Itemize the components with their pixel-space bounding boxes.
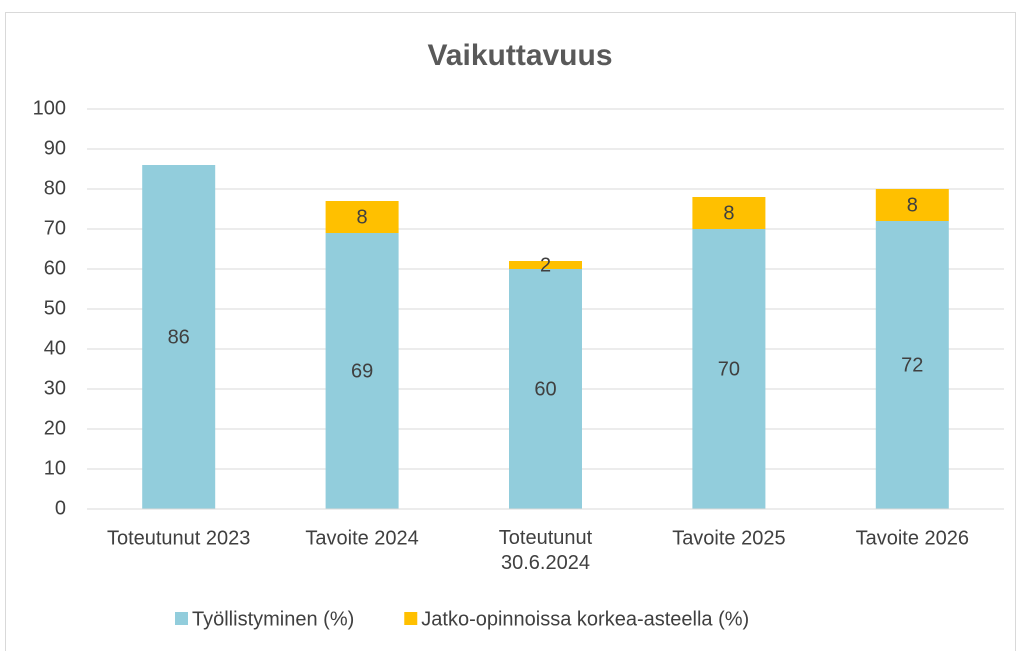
value-label: 8: [357, 206, 368, 228]
x-tick-label: Tavoite 2025: [672, 527, 785, 549]
y-tick-label: 30: [44, 377, 66, 399]
x-tick-label: Tavoite 2024: [305, 527, 418, 549]
value-label: 8: [723, 202, 734, 224]
value-label: 69: [351, 360, 373, 382]
y-tick-label: 100: [33, 97, 66, 119]
value-label: 72: [901, 354, 923, 376]
bar-segment: [875, 189, 949, 221]
y-tick-label: 0: [55, 497, 66, 519]
value-label: 8: [907, 194, 918, 216]
bar-segment: [692, 229, 766, 509]
value-label: 60: [534, 378, 556, 400]
x-tick-label: Toteutunut 2023: [107, 527, 250, 549]
x-tick-label: Toteutunut 30.6.2024: [499, 527, 593, 574]
bar-segment: [509, 269, 582, 509]
value-label: 86: [168, 326, 190, 348]
bar-segment: [325, 201, 399, 233]
bar-segment: [142, 165, 216, 509]
y-tick-label: 90: [44, 137, 66, 159]
x-tick-label: Tavoite 2026: [856, 527, 969, 549]
value-label: 70: [718, 358, 740, 380]
legend-label: Jatko-opinnoissa korkea-asteella (%): [421, 608, 749, 630]
legend-label: Työllistyminen (%): [192, 608, 354, 630]
y-tick-label: 40: [44, 337, 66, 359]
chart-title: Vaikuttavuus: [427, 39, 612, 72]
y-tick-label: 20: [44, 417, 66, 439]
value-label: 2: [540, 254, 551, 276]
y-tick-label: 10: [44, 457, 66, 479]
bar-segment: [692, 197, 766, 229]
y-tick-label: 50: [44, 297, 66, 319]
bar-segment: [875, 221, 949, 509]
bar-segment: [325, 233, 399, 509]
legend-swatch: [175, 612, 188, 625]
y-tick-label: 70: [44, 217, 66, 239]
y-tick-label: 60: [44, 257, 66, 279]
bar-segment: [509, 261, 582, 269]
y-tick-label: 80: [44, 177, 66, 199]
legend-swatch: [404, 612, 418, 625]
